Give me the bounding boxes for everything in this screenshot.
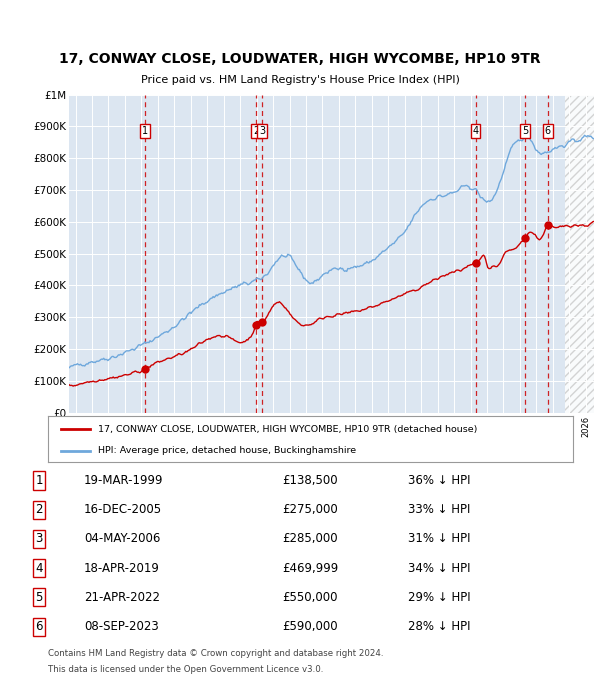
- Text: 1: 1: [35, 474, 43, 487]
- Text: 6: 6: [545, 126, 551, 136]
- Text: 2: 2: [253, 126, 259, 136]
- Text: 17, CONWAY CLOSE, LOUDWATER, HIGH WYCOMBE, HP10 9TR: 17, CONWAY CLOSE, LOUDWATER, HIGH WYCOMB…: [59, 52, 541, 66]
- Text: £550,000: £550,000: [282, 591, 337, 604]
- Text: 5: 5: [35, 591, 43, 604]
- Text: 28% ↓ HPI: 28% ↓ HPI: [408, 620, 470, 633]
- Text: 36% ↓ HPI: 36% ↓ HPI: [408, 474, 470, 487]
- Text: 21-APR-2022: 21-APR-2022: [84, 591, 160, 604]
- Text: HPI: Average price, detached house, Buckinghamshire: HPI: Average price, detached house, Buck…: [98, 446, 356, 456]
- Text: 5: 5: [522, 126, 528, 136]
- Text: 17, CONWAY CLOSE, LOUDWATER, HIGH WYCOMBE, HP10 9TR (detached house): 17, CONWAY CLOSE, LOUDWATER, HIGH WYCOMB…: [98, 424, 477, 434]
- Text: 33% ↓ HPI: 33% ↓ HPI: [408, 503, 470, 516]
- Text: £469,999: £469,999: [282, 562, 338, 575]
- Text: 2: 2: [35, 503, 43, 516]
- Text: 3: 3: [35, 532, 43, 545]
- Text: 1: 1: [142, 126, 148, 136]
- Text: This data is licensed under the Open Government Licence v3.0.: This data is licensed under the Open Gov…: [48, 665, 323, 674]
- Text: 18-APR-2019: 18-APR-2019: [84, 562, 160, 575]
- Text: £275,000: £275,000: [282, 503, 338, 516]
- Text: 4: 4: [35, 562, 43, 575]
- Text: 19-MAR-1999: 19-MAR-1999: [84, 474, 163, 487]
- Text: 29% ↓ HPI: 29% ↓ HPI: [408, 591, 470, 604]
- Text: 3: 3: [259, 126, 265, 136]
- Text: Contains HM Land Registry data © Crown copyright and database right 2024.: Contains HM Land Registry data © Crown c…: [48, 649, 383, 658]
- Text: 04-MAY-2006: 04-MAY-2006: [84, 532, 160, 545]
- Text: 16-DEC-2005: 16-DEC-2005: [84, 503, 162, 516]
- Text: 4: 4: [472, 126, 479, 136]
- Text: 31% ↓ HPI: 31% ↓ HPI: [408, 532, 470, 545]
- Text: 08-SEP-2023: 08-SEP-2023: [84, 620, 159, 633]
- Text: £590,000: £590,000: [282, 620, 338, 633]
- Text: 34% ↓ HPI: 34% ↓ HPI: [408, 562, 470, 575]
- Text: 6: 6: [35, 620, 43, 633]
- Text: Price paid vs. HM Land Registry's House Price Index (HPI): Price paid vs. HM Land Registry's House …: [140, 75, 460, 84]
- Text: £138,500: £138,500: [282, 474, 338, 487]
- Text: £285,000: £285,000: [282, 532, 338, 545]
